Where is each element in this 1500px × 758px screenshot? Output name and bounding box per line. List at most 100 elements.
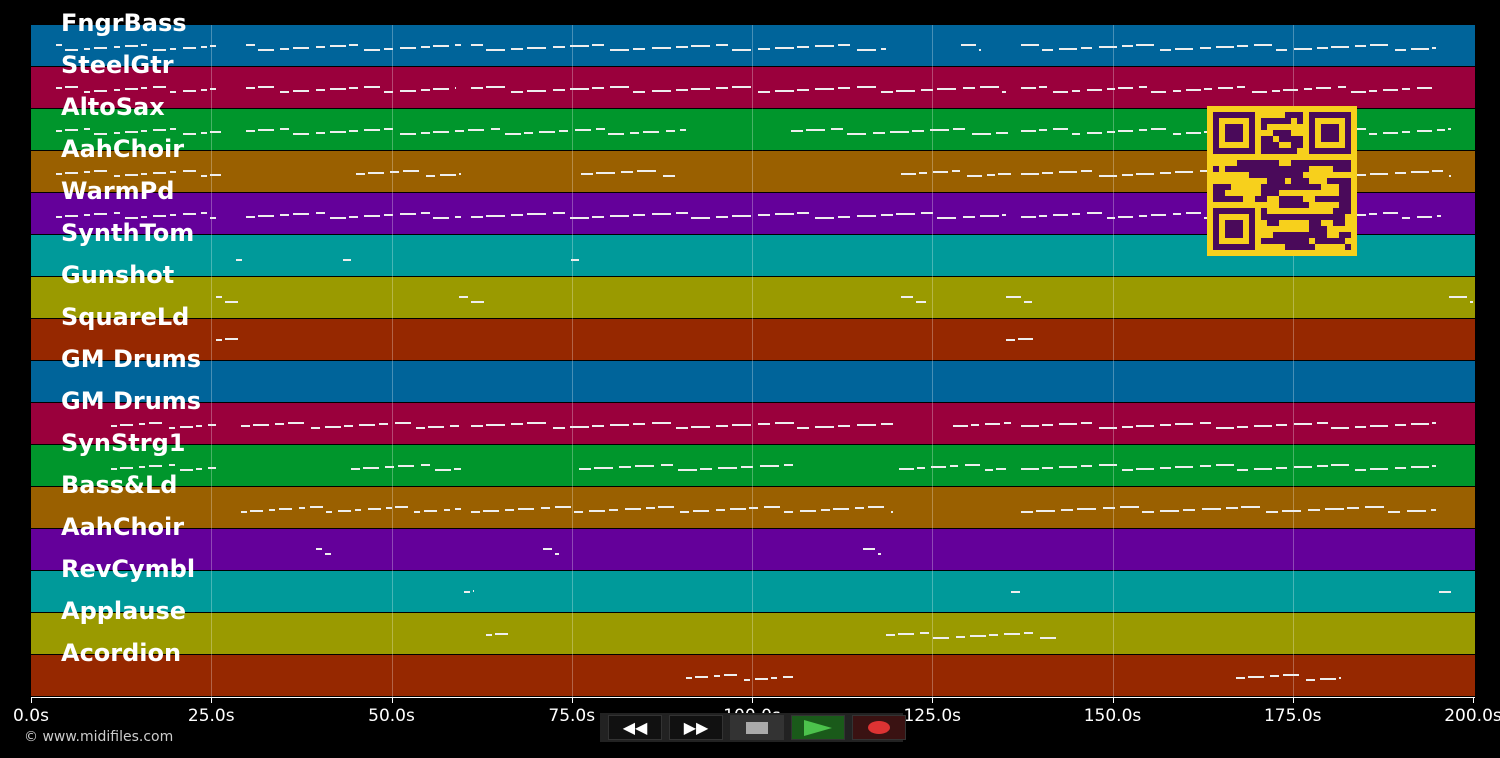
note-event: [1417, 216, 1432, 218]
note-event: [416, 427, 425, 429]
track-row: [31, 655, 1475, 696]
note-event: [280, 128, 289, 130]
fast-forward-button[interactable]: ▶▶: [669, 715, 723, 740]
tick-mark: [752, 697, 753, 703]
note-event: [594, 467, 613, 469]
note-event: [1059, 48, 1077, 50]
note-event: [139, 423, 145, 425]
note-event: [890, 131, 909, 133]
track-row: [31, 529, 1475, 570]
note-event: [1081, 47, 1092, 49]
note-event: [637, 170, 656, 172]
note-event: [1266, 511, 1278, 513]
fast-forward-icon: ▶▶: [683, 718, 709, 737]
note-event: [996, 468, 1006, 470]
note-event: [815, 426, 834, 428]
note-event: [111, 468, 117, 470]
note-event: [963, 216, 975, 218]
note-event: [764, 506, 780, 508]
note-event: [1276, 49, 1287, 51]
note-event: [385, 466, 394, 468]
grid-line: [752, 25, 753, 697]
note-event: [56, 44, 62, 46]
note-event: [1186, 89, 1201, 91]
note-event: [56, 87, 62, 89]
note-event: [208, 424, 216, 426]
track-label: Bass&Ld: [61, 471, 178, 499]
note-event: [1081, 170, 1092, 172]
note-event: [775, 47, 794, 49]
note-event: [784, 464, 793, 466]
note-event: [84, 128, 90, 130]
note-event: [527, 213, 546, 215]
note-event: [985, 469, 993, 471]
note-event: [293, 133, 309, 135]
note-event: [250, 510, 263, 512]
note-event: [1151, 128, 1166, 130]
track-row: [31, 25, 1475, 66]
note-event: [931, 466, 946, 468]
note-event: [920, 632, 929, 634]
note-event: [1139, 215, 1147, 217]
play-icon: [804, 719, 832, 736]
note-event: [967, 175, 982, 177]
note-event: [330, 45, 346, 47]
note-event: [896, 213, 915, 215]
note-event: [258, 215, 274, 217]
note-event: [125, 45, 138, 47]
note-event: [917, 467, 925, 469]
note-event: [619, 466, 631, 468]
note-event: [403, 170, 419, 172]
note-event: [1175, 171, 1193, 173]
note-event: [1120, 506, 1139, 508]
note-event: [1039, 215, 1047, 217]
note-event: [886, 634, 895, 636]
note-event: [1351, 91, 1366, 93]
note-event: [797, 46, 809, 48]
track-row: [31, 445, 1475, 486]
rewind-button[interactable]: ◀◀: [608, 715, 662, 740]
note-event: [610, 86, 629, 88]
note-event: [1432, 170, 1443, 172]
note-event: [201, 46, 207, 48]
record-button[interactable]: [852, 715, 906, 740]
note-event: [1331, 46, 1349, 48]
note-event: [855, 507, 864, 509]
note-event: [775, 422, 794, 424]
note-event: [1369, 213, 1377, 215]
note-event: [1175, 423, 1193, 425]
note-event: [933, 637, 949, 639]
note-event: [985, 423, 1000, 425]
note-event: [833, 508, 849, 510]
note-event: [201, 175, 207, 177]
tick-label: 50.0s: [368, 706, 415, 726]
note-event: [433, 45, 449, 47]
note-event: [646, 507, 655, 509]
grid-line: [571, 25, 573, 697]
note-event: [196, 468, 202, 470]
note-event: [293, 90, 309, 92]
note-event: [1338, 86, 1346, 88]
note-event: [718, 467, 737, 469]
note-event: [1254, 425, 1272, 427]
note-event: [979, 49, 981, 51]
play-button[interactable]: [791, 715, 845, 740]
stop-button[interactable]: [730, 715, 784, 740]
note-event: [183, 213, 196, 215]
note-event: [1437, 129, 1445, 131]
note-event: [1024, 632, 1033, 634]
note-event: [732, 86, 751, 88]
note-event: [454, 468, 461, 470]
note-event: [610, 215, 629, 217]
note-event: [553, 427, 565, 429]
tick-label: 175.0s: [1263, 706, 1322, 726]
note-event: [483, 510, 499, 512]
note-event: [473, 590, 474, 592]
note-event: [1142, 511, 1154, 513]
note-event: [141, 87, 147, 89]
note-event: [1039, 129, 1047, 131]
note-event: [800, 510, 816, 512]
note-event: [201, 212, 207, 214]
note-event: [1383, 212, 1398, 214]
note-event: [1160, 172, 1171, 174]
